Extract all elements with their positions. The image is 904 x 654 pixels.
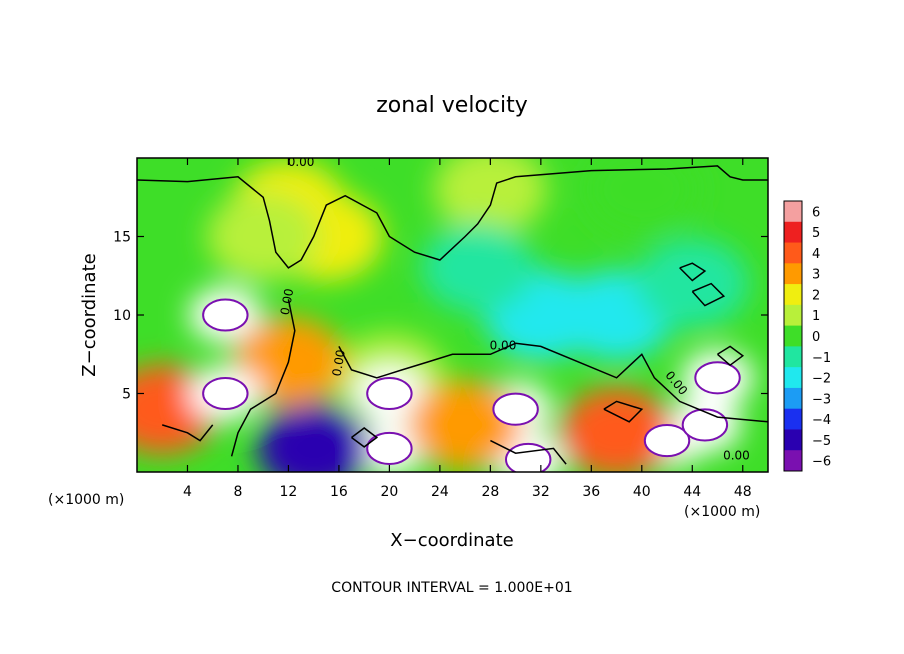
colorbar-swatch-1	[784, 221, 802, 244]
x-tick-label-16: 16	[330, 484, 348, 500]
x-unit-right: (×1000 m)	[684, 504, 760, 520]
colorbar-label-10: −4	[812, 413, 831, 428]
field-feature-4	[585, 158, 699, 235]
y-axis-ticks: 5 10 15	[113, 230, 768, 403]
colorbar-frame	[783, 200, 803, 472]
x-tick-label-36: 36	[582, 484, 600, 500]
colorbar-swatch-3	[784, 263, 802, 285]
contour-label-0: 0.00	[288, 155, 315, 169]
chart-title: zonal velocity	[376, 93, 528, 118]
x-tick-label-28: 28	[481, 484, 499, 500]
x-tick-label-48: 48	[734, 484, 752, 500]
field-feature-21	[408, 379, 522, 470]
colorbar-swatch-12	[784, 450, 802, 472]
colorbar-label-3: 3	[812, 268, 820, 283]
zero-contour-6	[717, 345, 745, 367]
colorbar-swatch-4	[784, 284, 802, 306]
zero-contour-1	[230, 299, 296, 457]
zero-contour-4	[679, 262, 707, 282]
x-tick-label-8: 8	[233, 484, 242, 500]
colorbar: 6 5 4 3 2 1 0 −1 −2 −3 −4 −5 −6	[783, 200, 831, 472]
colorbar-swatch-11	[784, 429, 802, 451]
colorbar-swatch-5	[784, 304, 802, 327]
x-tick-label-12: 12	[280, 484, 298, 500]
saturated-core-3	[643, 424, 691, 458]
field-feature-7	[421, 222, 535, 313]
saturated-core-1	[366, 376, 413, 411]
colorbar-label-12: −6	[812, 455, 831, 470]
colorbar-swatch-9	[784, 387, 802, 410]
field-feature-2	[206, 191, 320, 282]
colorbar-swatch-8	[784, 367, 802, 389]
x-tick-label-40: 40	[633, 484, 651, 500]
y-axis-label: Z−coordinate	[79, 253, 100, 376]
colorbar-label-0: 6	[812, 205, 820, 220]
colorbar-swatch-10	[784, 408, 802, 430]
saturated-core-4	[202, 376, 249, 411]
zero-contour-5	[691, 282, 726, 307]
saturated-core-7	[681, 408, 729, 442]
x-tick-label-4: 4	[183, 484, 192, 500]
contour-label-5: 0.00	[723, 448, 750, 462]
x-tick-label-20: 20	[380, 484, 398, 500]
saturated-core-5	[366, 431, 413, 465]
contour-label-3: 0.00	[490, 339, 517, 353]
colorbar-label-6: 0	[812, 330, 820, 345]
field-feature-22	[257, 403, 371, 472]
colorbar-label-8: −2	[812, 372, 831, 387]
zero-contour-8	[490, 439, 567, 465]
colorbar-label-5: 1	[812, 309, 820, 324]
velocity-field	[137, 158, 768, 472]
colorbar-label-4: 2	[812, 288, 820, 303]
saturated-core-2	[492, 392, 539, 426]
colorbar-swatch-0	[784, 201, 802, 223]
colorbar-label-7: −1	[812, 351, 831, 366]
saturated-core-8	[694, 361, 741, 395]
zero-contour-0	[137, 165, 768, 269]
contour-label-1: 0.00	[278, 287, 296, 316]
x-axis-ticks: 4 8 12 16 20 24 28 32 36 40 44 48	[183, 158, 752, 500]
saturated-core-0	[202, 298, 249, 332]
y-tick-label-15: 15	[113, 230, 131, 246]
colorbar-swatch-2	[784, 242, 802, 264]
x-tick-label-24: 24	[431, 484, 449, 500]
colorbar-label-9: −3	[812, 392, 831, 407]
saturated-core-6	[505, 442, 552, 472]
x-tick-label-32: 32	[532, 484, 550, 500]
contour-interval-text: CONTOUR INTERVAL = 1.000E+01	[331, 580, 572, 596]
colorbar-label-1: 5	[812, 226, 820, 241]
zero-contour-2	[338, 342, 768, 423]
field-feature-20	[560, 387, 674, 472]
y-tick-label-5: 5	[122, 387, 131, 403]
x-unit-left: (×1000 m)	[48, 492, 124, 508]
field-feature-9	[635, 238, 749, 329]
x-axis-label: X−coordinate	[390, 530, 513, 551]
colorbar-swatch-6	[784, 325, 802, 347]
zero-contour-3	[161, 424, 214, 442]
colorbar-swatch-7	[784, 346, 802, 368]
colorbar-label-11: −5	[812, 434, 831, 449]
contour-label-2: 0.00	[330, 349, 348, 378]
y-tick-label-10: 10	[113, 308, 131, 324]
x-tick-label-44: 44	[683, 484, 701, 500]
zero-contour-9	[351, 427, 379, 448]
colorbar-label-2: 4	[812, 247, 820, 262]
zero-contour-7	[603, 400, 644, 423]
